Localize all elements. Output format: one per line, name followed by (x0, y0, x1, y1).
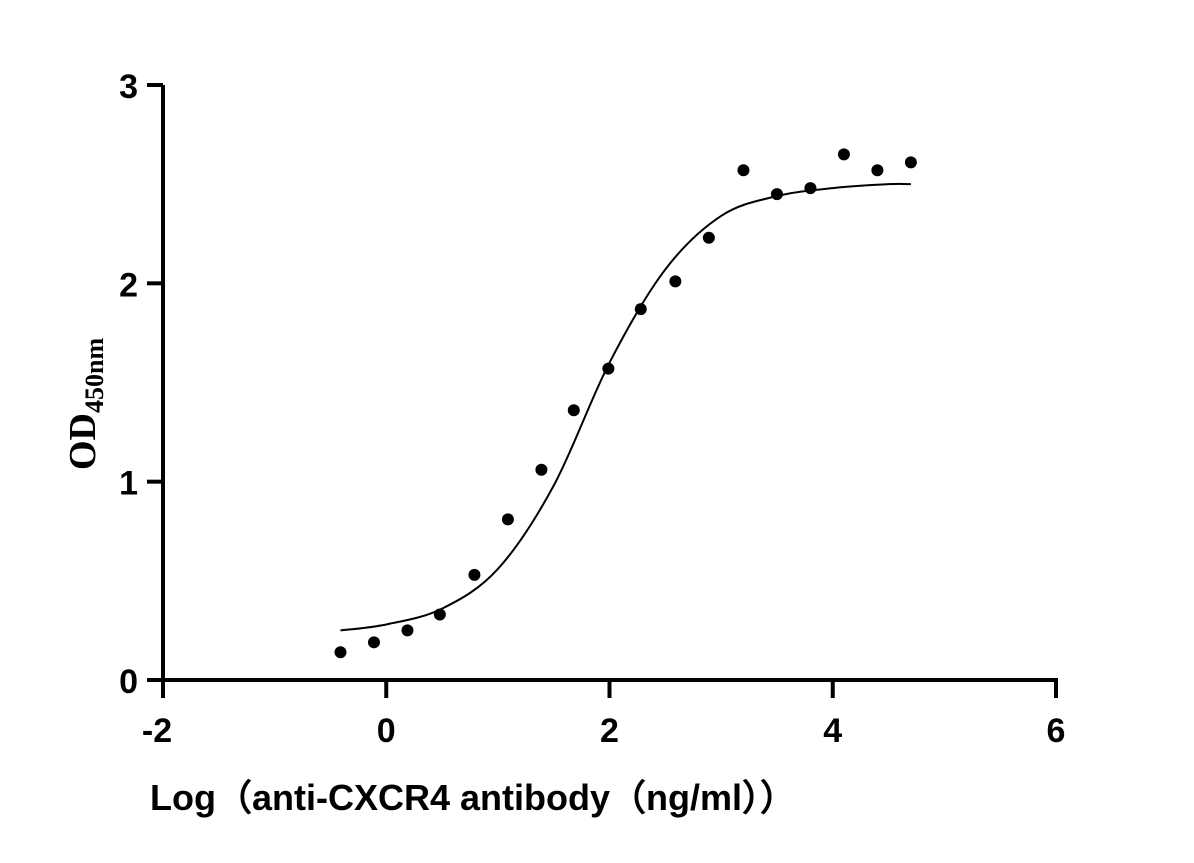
y-tick-labels: 0 1 2 3 (119, 68, 138, 701)
data-point (837, 148, 850, 161)
y-axis-label-main: OD (62, 413, 104, 470)
data-point (804, 182, 817, 195)
data-point (602, 362, 615, 375)
x-tick-label: 0 (377, 712, 396, 750)
data-point (334, 646, 347, 659)
data-point (669, 275, 682, 288)
data-point (468, 568, 481, 581)
fit-curve (340, 182, 911, 632)
y-axis-label: OD450nm (62, 338, 109, 470)
data-point (501, 513, 514, 526)
data-point (535, 463, 548, 476)
data-point (871, 164, 884, 177)
data-point (737, 164, 750, 177)
x-tick-label: 4 (823, 712, 842, 750)
x-axis-label: Log（anti-CXCR4 antibody（ng/ml）） (150, 777, 796, 818)
y-axis-label-subscript: 450nm (80, 338, 109, 413)
y-tick-label: 1 (119, 465, 138, 503)
data-point (702, 231, 715, 244)
data-points (334, 148, 917, 659)
y-tick-label: 3 (119, 68, 138, 106)
data-point (770, 188, 783, 201)
data-point (904, 156, 917, 169)
data-point (567, 404, 580, 417)
x-tick-label: -2 (142, 712, 172, 750)
x-tick-labels: -2 0 2 4 6 (142, 712, 1066, 750)
y-tick-label: 2 (119, 266, 138, 304)
x-tick-label: 2 (600, 712, 619, 750)
x-tick-label: 6 (1047, 712, 1066, 750)
data-point (634, 303, 647, 316)
y-tick-label: 0 (119, 663, 138, 701)
axes (147, 83, 1058, 698)
data-point (367, 636, 380, 649)
data-point (401, 624, 414, 637)
data-point (433, 608, 446, 621)
